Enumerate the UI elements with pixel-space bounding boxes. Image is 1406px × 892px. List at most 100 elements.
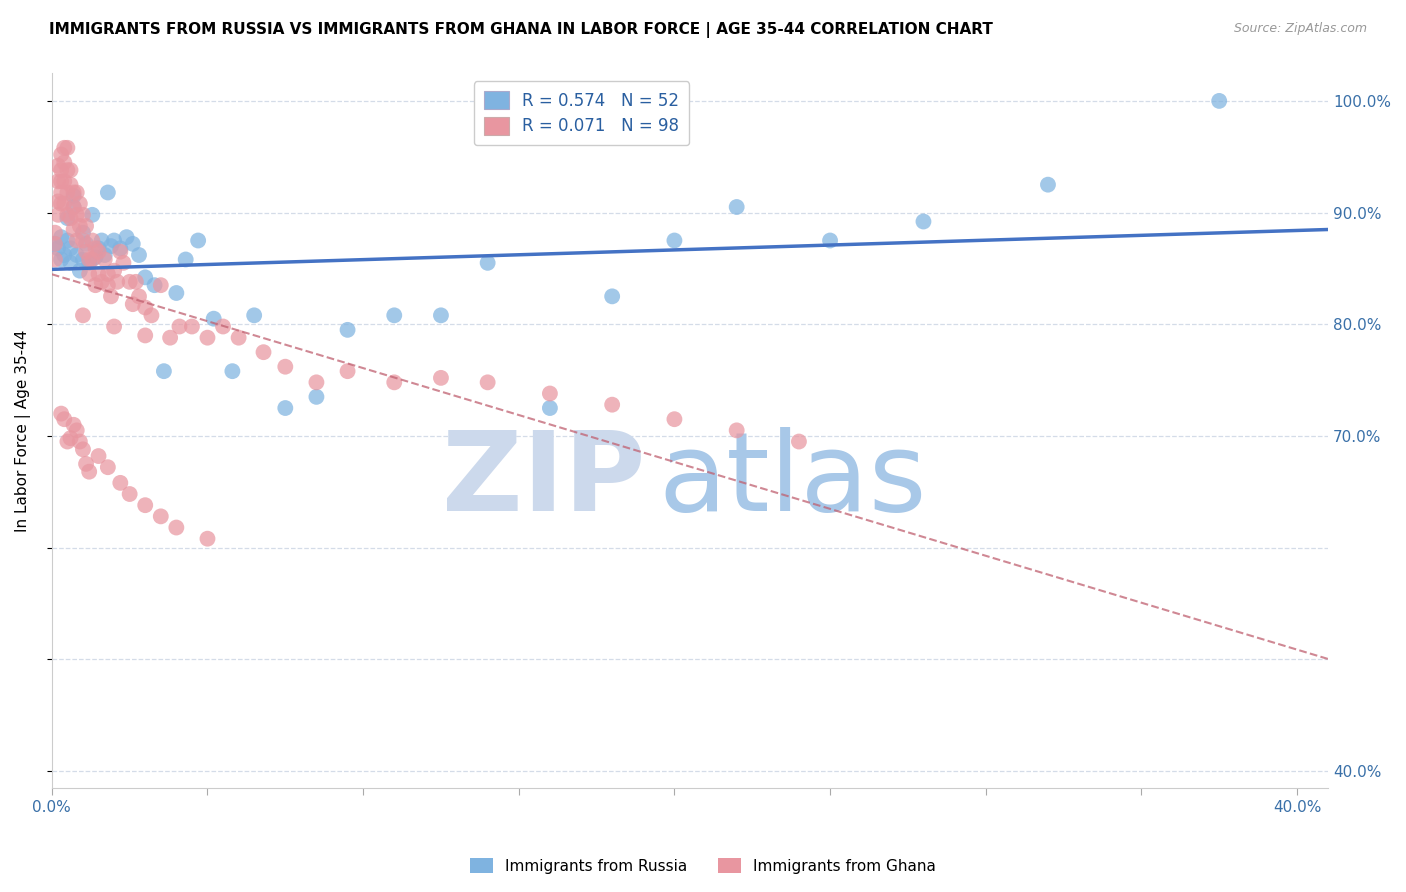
Point: [180, 319, 202, 334]
Point: [128, 289, 150, 303]
Point: [336, 364, 359, 378]
Point: [82, 208, 104, 222]
Point: [62, 200, 84, 214]
Point: [51, 147, 73, 161]
Point: [66, 208, 89, 222]
Point: [69, 219, 91, 233]
Point: [305, 390, 328, 404]
Text: Source: ZipAtlas.com: Source: ZipAtlas.com: [1233, 22, 1367, 36]
Point: [118, 487, 141, 501]
Point: [134, 498, 156, 512]
Point: [787, 434, 810, 449]
Point: [243, 309, 266, 323]
Text: IMMIGRANTS FROM RUSSIA VS IMMIGRANTS FROM GHANA IN LABOR FORCE | AGE 35-44 CORRE: IMMIGRANTS FROM RUSSIA VS IMMIGRANTS FRO…: [49, 22, 993, 38]
Point: [53, 196, 76, 211]
Point: [51, 174, 73, 188]
Point: [382, 309, 405, 323]
Point: [77, 267, 100, 281]
Point: [134, 328, 156, 343]
Point: [221, 364, 243, 378]
Point: [110, 475, 132, 490]
Point: [77, 252, 100, 267]
Point: [97, 267, 120, 281]
Point: [75, 219, 97, 233]
Point: [664, 234, 686, 248]
Point: [90, 275, 112, 289]
Text: atlas: atlas: [658, 427, 927, 534]
Point: [174, 252, 197, 267]
Point: [82, 234, 104, 248]
Point: [44, 236, 66, 251]
Point: [818, 234, 841, 248]
Point: [274, 359, 297, 374]
Point: [51, 252, 73, 267]
Point: [44, 252, 66, 267]
Y-axis label: In Labor Force | Age 35-44: In Labor Force | Age 35-44: [15, 329, 31, 532]
Point: [477, 376, 499, 390]
Point: [69, 434, 91, 449]
Point: [197, 331, 219, 345]
Point: [228, 331, 250, 345]
Point: [53, 141, 76, 155]
Point: [103, 234, 125, 248]
Point: [56, 163, 79, 178]
Point: [149, 278, 172, 293]
Point: [110, 241, 132, 255]
Point: [97, 460, 120, 475]
Point: [87, 241, 110, 255]
Point: [97, 186, 120, 200]
Point: [59, 211, 82, 226]
Point: [59, 178, 82, 192]
Point: [538, 386, 561, 401]
Point: [103, 263, 125, 277]
Point: [382, 376, 405, 390]
Point: [82, 252, 104, 267]
Point: [56, 208, 79, 222]
Point: [105, 275, 128, 289]
Point: [118, 275, 141, 289]
Point: [153, 364, 176, 378]
Point: [46, 194, 69, 209]
Point: [336, 323, 359, 337]
Point: [46, 159, 69, 173]
Point: [125, 275, 148, 289]
Point: [103, 319, 125, 334]
Point: [121, 297, 143, 311]
Point: [169, 319, 191, 334]
Point: [1036, 178, 1059, 192]
Point: [75, 457, 97, 471]
Point: [51, 196, 73, 211]
Point: [72, 208, 94, 222]
Point: [56, 211, 79, 226]
Point: [94, 252, 117, 267]
Point: [600, 289, 623, 303]
Point: [252, 345, 274, 359]
Point: [53, 174, 76, 188]
Point: [72, 252, 94, 267]
Point: [46, 208, 69, 222]
Point: [202, 311, 225, 326]
Point: [600, 398, 623, 412]
Point: [56, 186, 79, 200]
Point: [134, 270, 156, 285]
Point: [159, 331, 181, 345]
Point: [77, 465, 100, 479]
Point: [1208, 94, 1230, 108]
Point: [112, 256, 135, 270]
Point: [46, 241, 69, 255]
Point: [110, 244, 132, 259]
Point: [725, 423, 748, 437]
Point: [51, 186, 73, 200]
Point: [274, 401, 297, 415]
Point: [128, 248, 150, 262]
Point: [62, 189, 84, 203]
Point: [56, 141, 79, 155]
Point: [87, 449, 110, 463]
Legend: R = 0.574   N = 52, R = 0.071   N = 98: R = 0.574 N = 52, R = 0.071 N = 98: [474, 81, 689, 145]
Point: [75, 236, 97, 251]
Point: [134, 301, 156, 315]
Point: [115, 230, 138, 244]
Point: [51, 407, 73, 421]
Point: [149, 509, 172, 524]
Point: [66, 234, 89, 248]
